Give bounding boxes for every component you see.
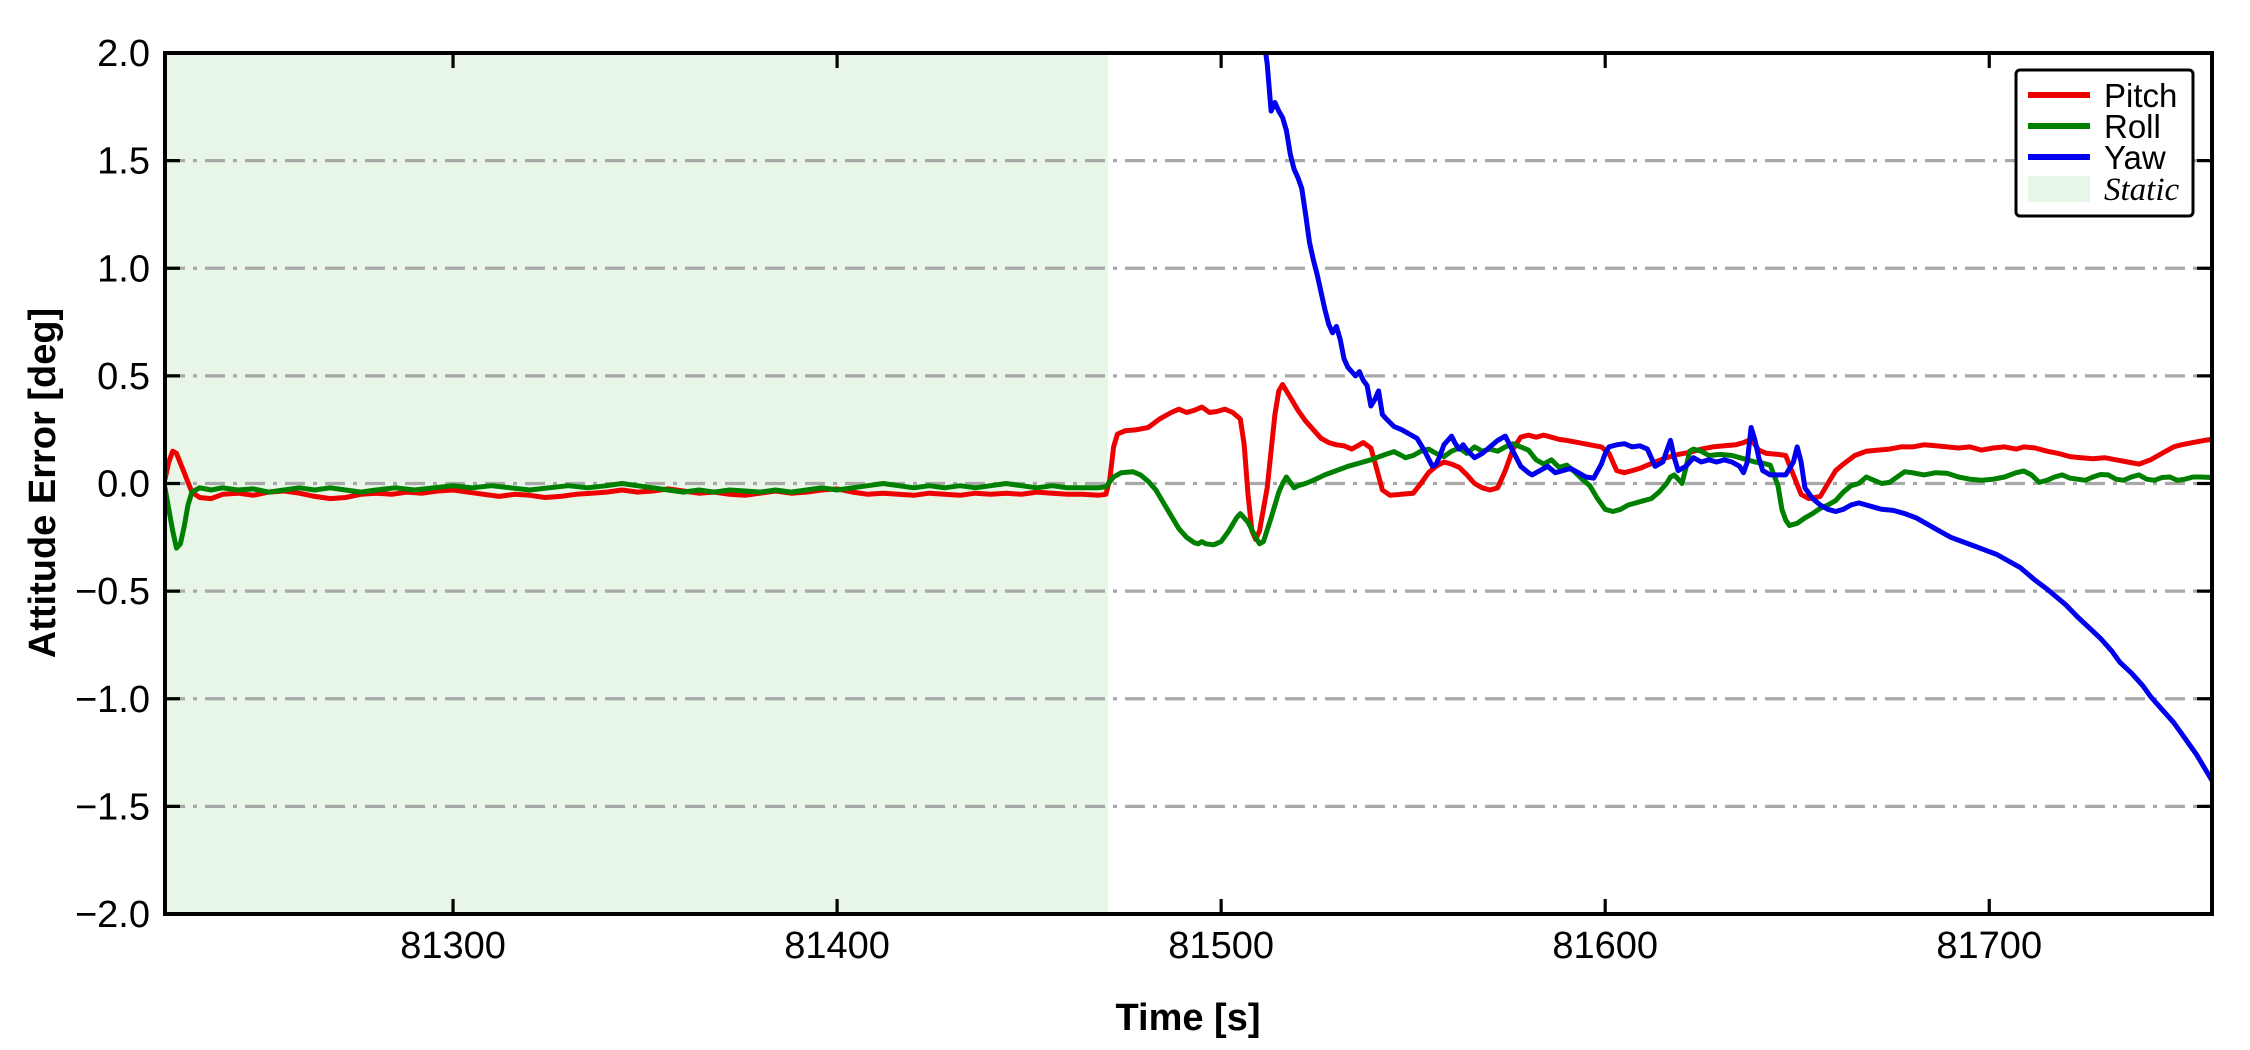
y-tick-label: 2.0 — [97, 33, 150, 75]
yaw-line — [1263, 53, 2212, 783]
y-tick-label: 0.5 — [97, 356, 150, 398]
y-tick-label: 0.0 — [97, 464, 150, 506]
x-tick-label: 81300 — [400, 925, 506, 967]
x-axis-label: Time [s] — [1115, 997, 1260, 1039]
y-tick-label: −1.0 — [75, 679, 150, 721]
data-series — [165, 53, 2212, 783]
x-tick-label: 81500 — [1168, 925, 1274, 967]
roll-line — [165, 441, 2212, 551]
pitch-line — [165, 382, 2212, 542]
legend: Pitch Roll Yaw Static — [2014, 68, 2195, 218]
legend-roll-label: Roll — [2104, 108, 2161, 145]
legend-yaw-label: Yaw — [2104, 139, 2166, 176]
axes: 81300 81400 81500 81600 81700 −2.0 −1.5 −1.0 −0.… — [75, 33, 2214, 967]
x-tick-label: 81400 — [784, 925, 890, 967]
y-tick-label: −1.5 — [75, 786, 150, 828]
y-tick-label: 1.0 — [97, 248, 150, 290]
y-tick-label: −0.5 — [75, 571, 150, 613]
legend-pitch-label: Pitch — [2104, 77, 2177, 114]
y-tick-label: 1.5 — [97, 141, 150, 183]
y-axis-label: Attitude Error [deg] — [22, 308, 64, 658]
x-tick-label: 81600 — [1552, 925, 1658, 967]
legend-static-swatch — [2028, 176, 2090, 202]
y-tick-label: −2.0 — [75, 894, 150, 936]
legend-static-label: Static — [2104, 172, 2180, 208]
x-tick-label: 81700 — [1936, 925, 2042, 967]
